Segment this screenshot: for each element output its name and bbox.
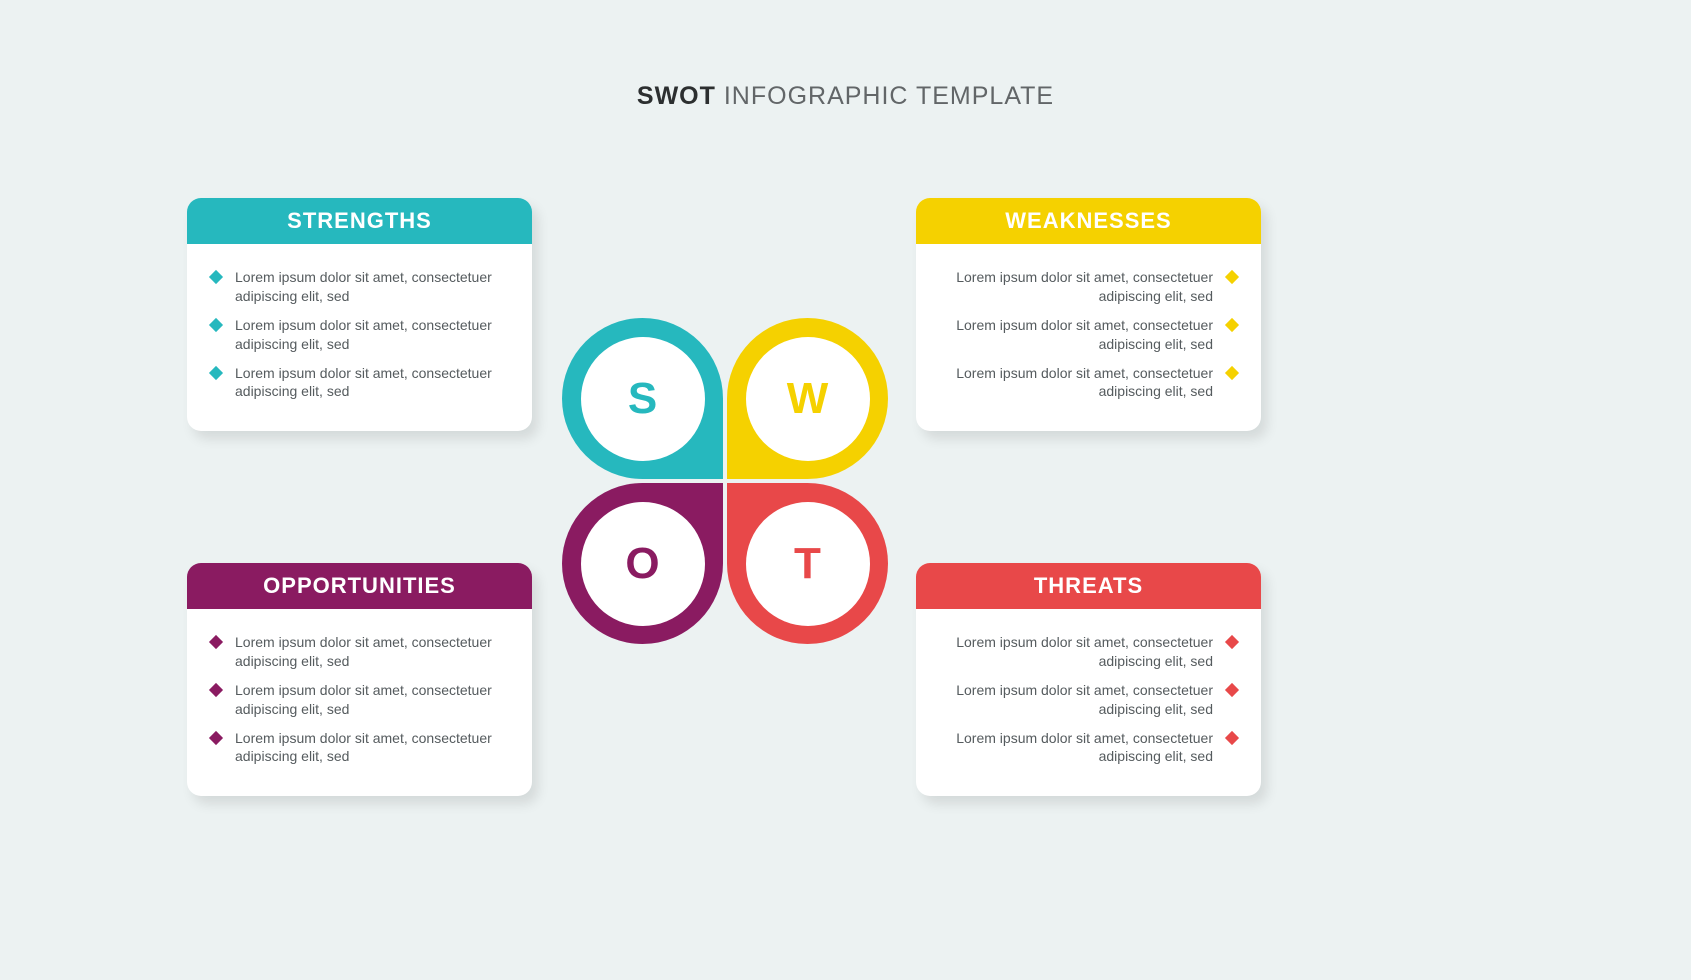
item-text: Lorem ipsum dolor sit amet, consectetuer…	[235, 268, 508, 306]
card-header-weaknesses: WEAKNESSES	[916, 198, 1261, 244]
item-text: Lorem ipsum dolor sit amet, consectetuer…	[235, 364, 508, 402]
card-header-strengths: STRENGTHS	[187, 198, 532, 244]
list-item: Lorem ipsum dolor sit amet, consectetuer…	[940, 633, 1237, 671]
item-text: Lorem ipsum dolor sit amet, consectetuer…	[940, 633, 1213, 671]
item-text: Lorem ipsum dolor sit amet, consectetuer…	[235, 729, 508, 767]
bullet-icon	[209, 318, 223, 332]
list-item: Lorem ipsum dolor sit amet, consectetuer…	[940, 316, 1237, 354]
item-text: Lorem ipsum dolor sit amet, consectetuer…	[235, 633, 508, 671]
list-item: Lorem ipsum dolor sit amet, consectetuer…	[940, 268, 1237, 306]
card-weaknesses: WEAKNESSES Lorem ipsum dolor sit amet, c…	[916, 198, 1261, 431]
page-title: SWOT INFOGRAPHIC TEMPLATE	[0, 82, 1691, 111]
card-body-weaknesses: Lorem ipsum dolor sit amet, consectetuer…	[916, 244, 1261, 431]
petal-letter-strengths: S	[581, 337, 705, 461]
list-item: Lorem ipsum dolor sit amet, consectetuer…	[211, 681, 508, 719]
petal-letter-threats: T	[746, 502, 870, 626]
card-body-opportunities: Lorem ipsum dolor sit amet, consectetuer…	[187, 609, 532, 796]
item-text: Lorem ipsum dolor sit amet, consectetuer…	[940, 364, 1213, 402]
card-body-threats: Lorem ipsum dolor sit amet, consectetuer…	[916, 609, 1261, 796]
item-text: Lorem ipsum dolor sit amet, consectetuer…	[940, 681, 1213, 719]
bullet-icon	[1225, 270, 1239, 284]
item-text: Lorem ipsum dolor sit amet, consectetuer…	[940, 268, 1213, 306]
card-threats: THREATS Lorem ipsum dolor sit amet, cons…	[916, 563, 1261, 796]
card-header-threats: THREATS	[916, 563, 1261, 609]
item-text: Lorem ipsum dolor sit amet, consectetuer…	[235, 681, 508, 719]
list-item: Lorem ipsum dolor sit amet, consectetuer…	[211, 364, 508, 402]
card-header-opportunities: OPPORTUNITIES	[187, 563, 532, 609]
bullet-icon	[209, 683, 223, 697]
bullet-icon	[209, 270, 223, 284]
card-body-strengths: Lorem ipsum dolor sit amet, consectetuer…	[187, 244, 532, 431]
list-item: Lorem ipsum dolor sit amet, consectetuer…	[211, 633, 508, 671]
bullet-icon	[1225, 730, 1239, 744]
title-rest: INFOGRAPHIC TEMPLATE	[716, 82, 1054, 110]
petal-letter-opportunities: O	[581, 502, 705, 626]
petal-threats: T	[727, 483, 888, 644]
item-text: Lorem ipsum dolor sit amet, consectetuer…	[940, 316, 1213, 354]
bullet-icon	[1225, 365, 1239, 379]
petal-strengths: S	[562, 318, 723, 479]
bullet-icon	[1225, 635, 1239, 649]
list-item: Lorem ipsum dolor sit amet, consectetuer…	[211, 316, 508, 354]
list-item: Lorem ipsum dolor sit amet, consectetuer…	[940, 729, 1237, 767]
list-item: Lorem ipsum dolor sit amet, consectetuer…	[940, 364, 1237, 402]
swot-petals: S W O T	[562, 318, 888, 644]
petal-opportunities: O	[562, 483, 723, 644]
card-opportunities: OPPORTUNITIES Lorem ipsum dolor sit amet…	[187, 563, 532, 796]
bullet-icon	[209, 730, 223, 744]
petal-letter-weaknesses: W	[746, 337, 870, 461]
item-text: Lorem ipsum dolor sit amet, consectetuer…	[940, 729, 1213, 767]
list-item: Lorem ipsum dolor sit amet, consectetuer…	[211, 268, 508, 306]
bullet-icon	[209, 365, 223, 379]
list-item: Lorem ipsum dolor sit amet, consectetuer…	[940, 681, 1237, 719]
item-text: Lorem ipsum dolor sit amet, consectetuer…	[235, 316, 508, 354]
bullet-icon	[209, 635, 223, 649]
bullet-icon	[1225, 318, 1239, 332]
title-bold: SWOT	[637, 82, 716, 110]
list-item: Lorem ipsum dolor sit amet, consectetuer…	[211, 729, 508, 767]
petal-weaknesses: W	[727, 318, 888, 479]
bullet-icon	[1225, 683, 1239, 697]
card-strengths: STRENGTHS Lorem ipsum dolor sit amet, co…	[187, 198, 532, 431]
